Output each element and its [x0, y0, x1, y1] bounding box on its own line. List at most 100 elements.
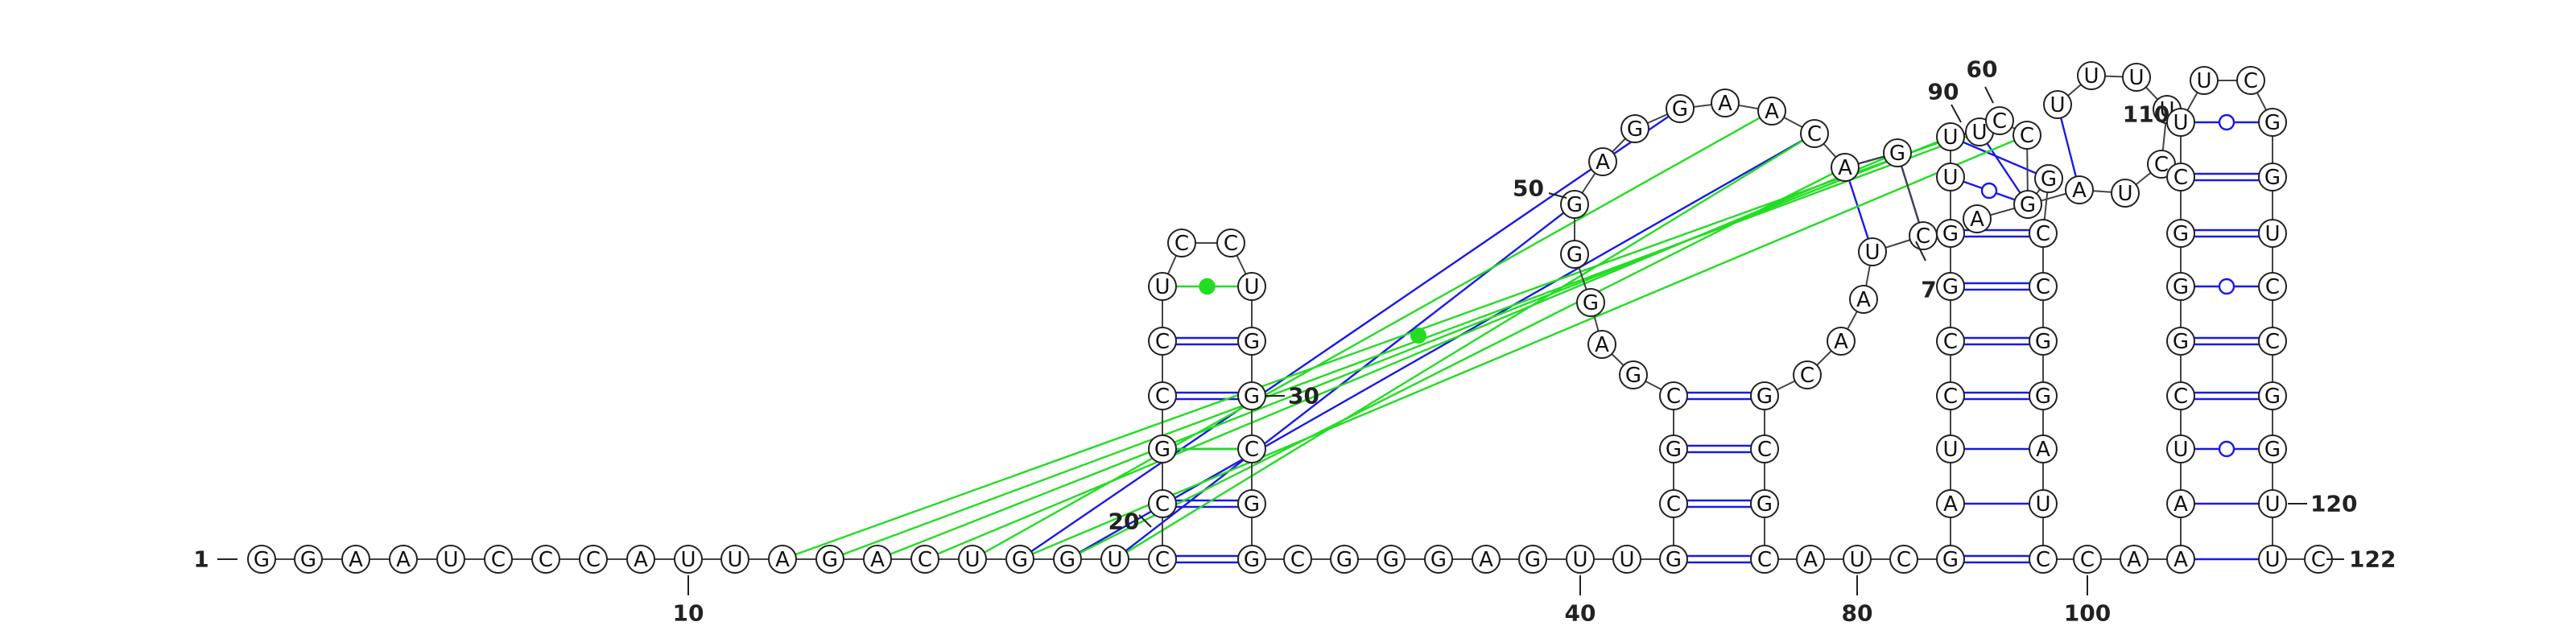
nucleotide-stem4-right-5: C — [2258, 272, 2287, 301]
nucleotide-letter: G — [2173, 275, 2189, 299]
nucleotide-circle — [2122, 63, 2151, 92]
nucleotide-multiloop-11: C — [1800, 119, 1829, 148]
nucleotide-letter: C — [1666, 492, 1681, 517]
nucleotide-stem3-left-2: U — [1936, 434, 1965, 463]
nucleotide-circle — [1148, 434, 1177, 463]
nucleotide-letter: A — [2127, 548, 2141, 572]
nucleotide-letter: G — [1244, 548, 1260, 572]
pair-hairpin-uu-marker — [1199, 278, 1216, 295]
nucleotide-stem4-left-4: G — [2166, 327, 2195, 356]
nucleotide-bottom-8: C — [579, 545, 608, 574]
nucleotide-upper-15: U — [2077, 61, 2106, 90]
nucleotide-letter: A — [2072, 179, 2087, 203]
nucleotide-letter: G — [1244, 385, 1260, 409]
nucleotide-letter: G — [1059, 548, 1075, 572]
nucleotide-letter: G — [1627, 117, 1643, 142]
nucleotide-upper-7: U — [1936, 163, 1965, 191]
nucleotide-circle — [1659, 545, 1688, 574]
nucleotide-upper-2: C — [1909, 221, 1938, 250]
nucleotide-circle — [294, 545, 323, 574]
nucleotide-hairpin-loop-3: C — [1216, 229, 1245, 257]
nucleotide-circle — [1588, 147, 1617, 176]
nucleotide-bottom-35: G — [1936, 545, 1965, 574]
nucleotide-circle — [1237, 272, 1266, 301]
pair-pseudoknot — [924, 151, 1898, 561]
nucleotide-bottom-5: U — [436, 545, 465, 574]
nucleotide-upper-1: G — [1883, 138, 1912, 167]
nucleotide-circle — [2029, 327, 2058, 356]
tick-50 — [1548, 192, 1567, 199]
nucleotide-letter: C — [2265, 330, 2280, 354]
nucleotide-letter: U — [1942, 166, 1958, 190]
nucleotide-stem2-right-1: G — [1750, 381, 1779, 410]
nucleotide-bottom-26: A — [1472, 545, 1501, 574]
nucleotide-letter: G — [1525, 548, 1541, 572]
nucleotide-hairpin-right-4: G — [1237, 489, 1266, 518]
nucleotide-letter: G — [2264, 385, 2281, 409]
nucleotide-circle — [1849, 285, 1878, 314]
nucleotide-letter: G — [1012, 548, 1028, 572]
nucleotide-circle — [2166, 489, 2195, 518]
nucleotide-circle — [1560, 240, 1589, 269]
nucleotide-circle — [1167, 229, 1196, 257]
nucleotide-letter: G — [1583, 291, 1599, 315]
nucleotide-circle — [2258, 434, 2287, 463]
label-start: 1 — [193, 546, 208, 573]
nucleotide-letter: U — [1244, 275, 1259, 299]
nucleotide-letter: U — [2264, 548, 2280, 572]
nucleotide-letter: U — [1942, 126, 1958, 150]
tick-20 — [1138, 514, 1152, 528]
pair-upper — [1979, 131, 2029, 205]
nucleotide-stem4-right-3: G — [2258, 381, 2287, 410]
nucleotide-multiloop-5: G — [1560, 190, 1589, 219]
nucleotide-circle — [2034, 164, 2063, 193]
nucleotide-letter: C — [2311, 548, 2326, 572]
label-7: 7 — [1921, 277, 1936, 303]
nucleotide-stem3-left-6: G — [1936, 219, 1965, 248]
nucleotide-letter: C — [2036, 548, 2050, 572]
nucleotide-letter: C — [1155, 492, 1170, 517]
nucleotide-bottom-28: U — [1566, 545, 1595, 574]
nucleotide-bottom-24: G — [1377, 545, 1406, 574]
nucleotide-circle — [1472, 545, 1501, 574]
nucleotide-circle — [1659, 434, 1688, 463]
label-100: 100 — [2064, 600, 2111, 627]
nucleotide-letter: U — [2173, 111, 2188, 135]
nucleotide-circle — [1237, 434, 1266, 463]
nucleotide-circle — [2190, 66, 2219, 95]
nucleotide-bottom-40: U — [2258, 545, 2287, 574]
nucleotide-letter: U — [727, 548, 742, 572]
nucleotide-circle — [2166, 163, 2195, 191]
pair-pseudoknot — [877, 135, 1951, 561]
pair-pseudoknot — [1114, 132, 1815, 561]
nucleotide-letter: G — [1757, 385, 1773, 409]
nucleotide-circle — [1619, 360, 1648, 389]
nucleotide-letter: C — [1807, 122, 1822, 146]
nucleotide-stem2-right-2: C — [1750, 434, 1779, 463]
nucleotide-letter: U — [1864, 241, 1880, 265]
nucleotide-multiloop-13: U — [1858, 237, 1887, 266]
pair-upper — [2056, 104, 2081, 191]
nucleotide-letter: A — [1970, 208, 1984, 232]
nucleotide-bottom-38: A — [2120, 545, 2149, 574]
pair-upper — [1843, 167, 1874, 253]
nucleotide-circle — [674, 545, 703, 574]
nucleotide-stem4-left-1: A — [2166, 489, 2195, 518]
nucleotide-letter: G — [1244, 492, 1260, 517]
nucleotide-hairpin-loop-4: U — [1237, 272, 1266, 301]
nucleotide-stem3-right-4: G — [2029, 327, 2058, 356]
nucleotide-stem3-right-3: G — [2029, 381, 2058, 410]
nucleotide-circle — [2258, 545, 2287, 574]
label-40: 40 — [1565, 600, 1596, 627]
nucleotide-upper-8: A — [1963, 204, 1992, 233]
nucleotide-letter: C — [2080, 548, 2095, 572]
nucleotide-multiloop-14: A — [1849, 285, 1878, 314]
nucleotide-circle — [2029, 381, 2058, 410]
nucleotide-letter: A — [1856, 288, 1871, 312]
nucleotide-stem4-left-6: G — [2166, 219, 2195, 248]
pair-long-range-blue — [1019, 108, 1681, 560]
nucleotide-letter: U — [1849, 548, 1864, 572]
nucleotide-letter: G — [1942, 548, 1959, 572]
nucleotide-letter: C — [2036, 275, 2050, 299]
